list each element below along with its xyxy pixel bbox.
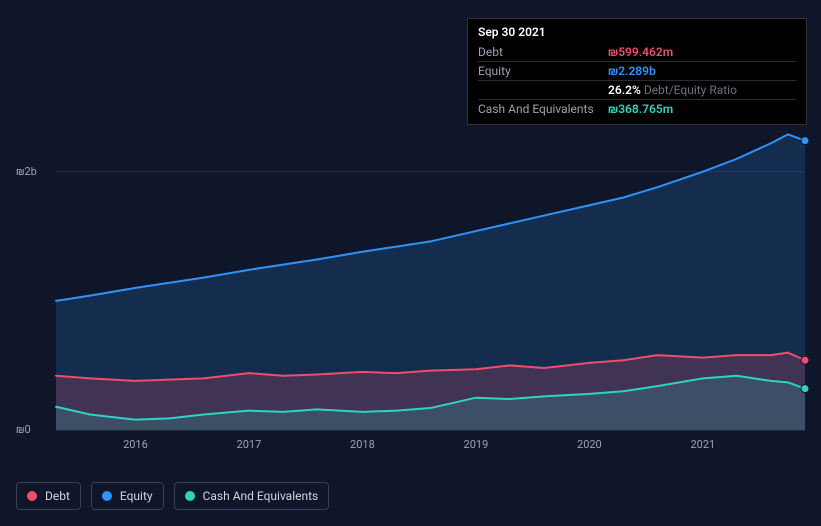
legend-label: Cash And Equivalents <box>203 489 319 503</box>
tooltip-row-value: ₪599.462m <box>608 43 796 62</box>
legend-label: Debt <box>45 489 70 503</box>
x-axis-label: 2020 <box>577 438 602 451</box>
chart-plot: ₪0 ₪2b 2016 2017 2018 2019 2020 2021 <box>16 120 805 466</box>
tooltip-row-label: Equity <box>478 62 608 81</box>
legend-label: Equity <box>120 489 153 503</box>
chart-tooltip: Sep 30 2021 Debt₪599.462mEquity₪2.289b26… <box>467 18 807 125</box>
tooltip-row-label <box>478 81 608 100</box>
legend-swatch <box>27 491 37 501</box>
legend-item[interactable]: Debt <box>16 482 81 510</box>
tooltip-row-label: Debt <box>478 43 608 62</box>
legend-item[interactable]: Equity <box>91 482 164 510</box>
legend-item[interactable]: Cash And Equivalents <box>174 482 330 510</box>
y-axis-label: ₪2b <box>16 165 37 178</box>
chart-legend: Debt Equity Cash And Equivalents <box>16 482 329 510</box>
tooltip-table: Debt₪599.462mEquity₪2.289b26.2% Debt/Equ… <box>478 43 796 118</box>
tooltip-date: Sep 30 2021 <box>478 25 796 39</box>
x-axis-label: 2016 <box>123 438 148 451</box>
legend-swatch <box>185 491 195 501</box>
chart-svg <box>16 120 821 460</box>
x-axis-label: 2017 <box>237 438 262 451</box>
tooltip-row-value: 26.2% Debt/Equity Ratio <box>608 81 796 100</box>
x-axis-label: 2021 <box>690 438 715 451</box>
x-axis-label: 2019 <box>464 438 489 451</box>
tooltip-row-label: Cash And Equivalents <box>478 100 608 119</box>
tooltip-row-value: ₪2.289b <box>608 62 796 81</box>
chart-container: Sep 30 2021 Debt₪599.462mEquity₪2.289b26… <box>0 0 821 526</box>
y-axis-label: ₪0 <box>16 423 31 436</box>
legend-swatch <box>102 491 112 501</box>
x-axis-label: 2018 <box>350 438 375 451</box>
tooltip-row-value: ₪368.765m <box>608 100 796 119</box>
